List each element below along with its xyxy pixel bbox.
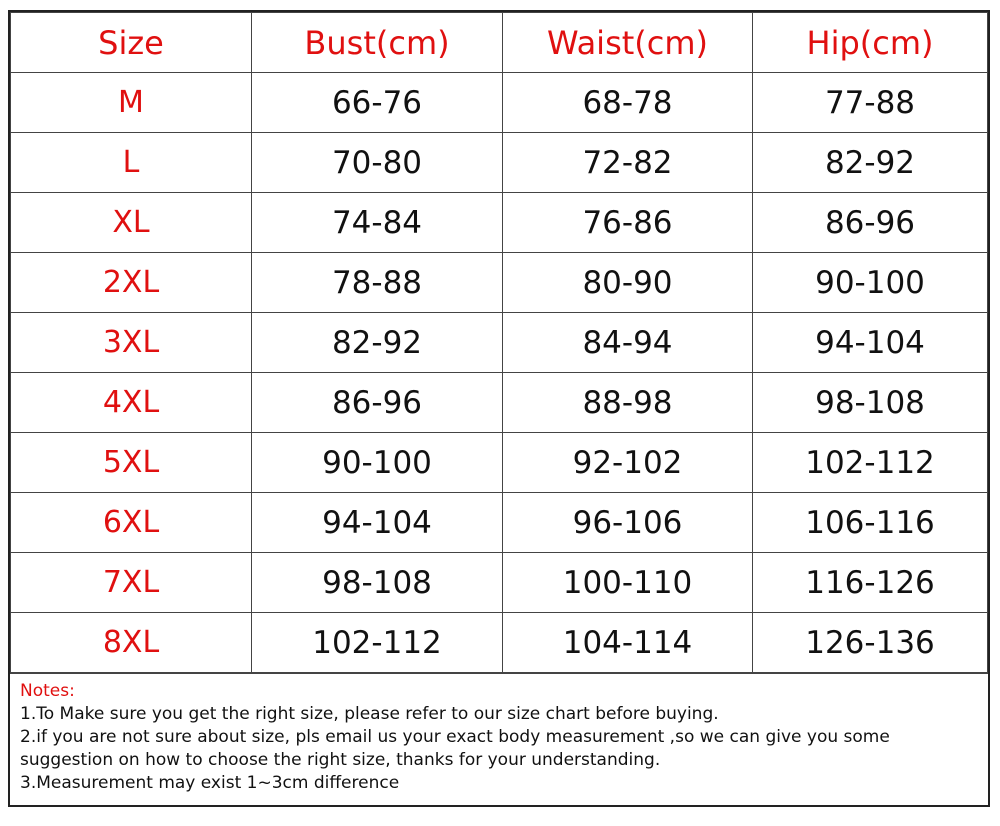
measure-cell: 98-108	[752, 372, 988, 433]
size-cell: 7XL	[10, 552, 252, 613]
table-row: 8XL 102-112 104-114 126-136	[10, 612, 988, 673]
measure-cell: 68-78	[502, 72, 753, 133]
measure-cell: 86-96	[752, 192, 988, 253]
measure-cell: 102-112	[752, 432, 988, 493]
size-cell: 6XL	[10, 492, 252, 553]
table-row: 2XL 78-88 80-90 90-100	[10, 252, 988, 313]
table-body: Size Bust(cm) Waist(cm) Hip(cm) M 66-76 68-78 7…	[10, 12, 988, 673]
size-cell: XL	[10, 192, 252, 253]
measure-cell: 94-104	[752, 312, 988, 373]
measure-cell: 70-80	[251, 132, 503, 193]
size-cell: 2XL	[10, 252, 252, 313]
table-row: L 70-80 72-82 82-92	[10, 132, 988, 193]
measure-cell: 90-100	[251, 432, 503, 493]
size-cell: 5XL	[10, 432, 252, 493]
header-cell: Hip(cm)	[752, 12, 988, 73]
notes: Notes: 1.To Make sure you get the right …	[10, 673, 988, 805]
table-row: 4XL 86-96 88-98 98-108	[10, 372, 988, 433]
table-row: M 66-76 68-78 77-88	[10, 72, 988, 133]
size-table: Size Bust(cm) Waist(cm) Hip(cm) M 66-76 68-78 7…	[10, 12, 988, 673]
measure-cell: 66-76	[251, 72, 503, 133]
measure-cell: 126-136	[752, 612, 988, 673]
measure-cell: 106-116	[752, 492, 988, 553]
measure-cell: 72-82	[502, 132, 753, 193]
table-row: 3XL 82-92 84-94 94-104	[10, 312, 988, 373]
note-line: 3.Measurement may exist 1~3cm difference	[20, 773, 400, 793]
size-cell: L	[10, 132, 252, 193]
measure-cell: 94-104	[251, 492, 503, 553]
note-line: 1.To Make sure you get the right size, p…	[20, 704, 719, 724]
measure-cell: 98-108	[251, 552, 503, 613]
table-row: 6XL 94-104 96-106 106-116	[10, 492, 988, 553]
measure-cell: 92-102	[502, 432, 753, 493]
size-cell: M	[10, 72, 252, 133]
measure-cell: 74-84	[251, 192, 503, 253]
measure-cell: 90-100	[752, 252, 988, 313]
size-cell: 3XL	[10, 312, 252, 373]
measure-cell: 78-88	[251, 252, 503, 313]
header-cell: Bust(cm)	[251, 12, 503, 73]
measure-cell: 77-88	[752, 72, 988, 133]
measure-cell: 84-94	[502, 312, 753, 373]
measure-cell: 76-86	[502, 192, 753, 253]
measure-cell: 116-126	[752, 552, 988, 613]
table-row: XL 74-84 76-86 86-96	[10, 192, 988, 253]
measure-cell: 82-92	[251, 312, 503, 373]
table-row: 7XL 98-108 100-110 116-126	[10, 552, 988, 613]
measure-cell: 88-98	[502, 372, 753, 433]
measure-cell: 102-112	[251, 612, 503, 673]
measure-cell: 80-90	[502, 252, 753, 313]
table-row: 5XL 90-100 92-102 102-112	[10, 432, 988, 493]
measure-cell: 100-110	[502, 552, 753, 613]
header-cell: Size	[10, 12, 252, 73]
size-chart: Size Bust(cm) Waist(cm) Hip(cm) M 66-76 68-78 7…	[8, 10, 990, 807]
header-cell: Waist(cm)	[502, 12, 753, 73]
measure-cell: 82-92	[752, 132, 988, 193]
size-cell: 8XL	[10, 612, 252, 673]
measure-cell: 86-96	[251, 372, 503, 433]
size-cell: 4XL	[10, 372, 252, 433]
note-line: 2.if you are not sure about size, pls em…	[20, 727, 890, 770]
header-row: Size Bust(cm) Waist(cm) Hip(cm)	[10, 12, 988, 73]
measure-cell: 96-106	[502, 492, 753, 553]
notes-title: Notes:	[20, 681, 75, 701]
measure-cell: 104-114	[502, 612, 753, 673]
